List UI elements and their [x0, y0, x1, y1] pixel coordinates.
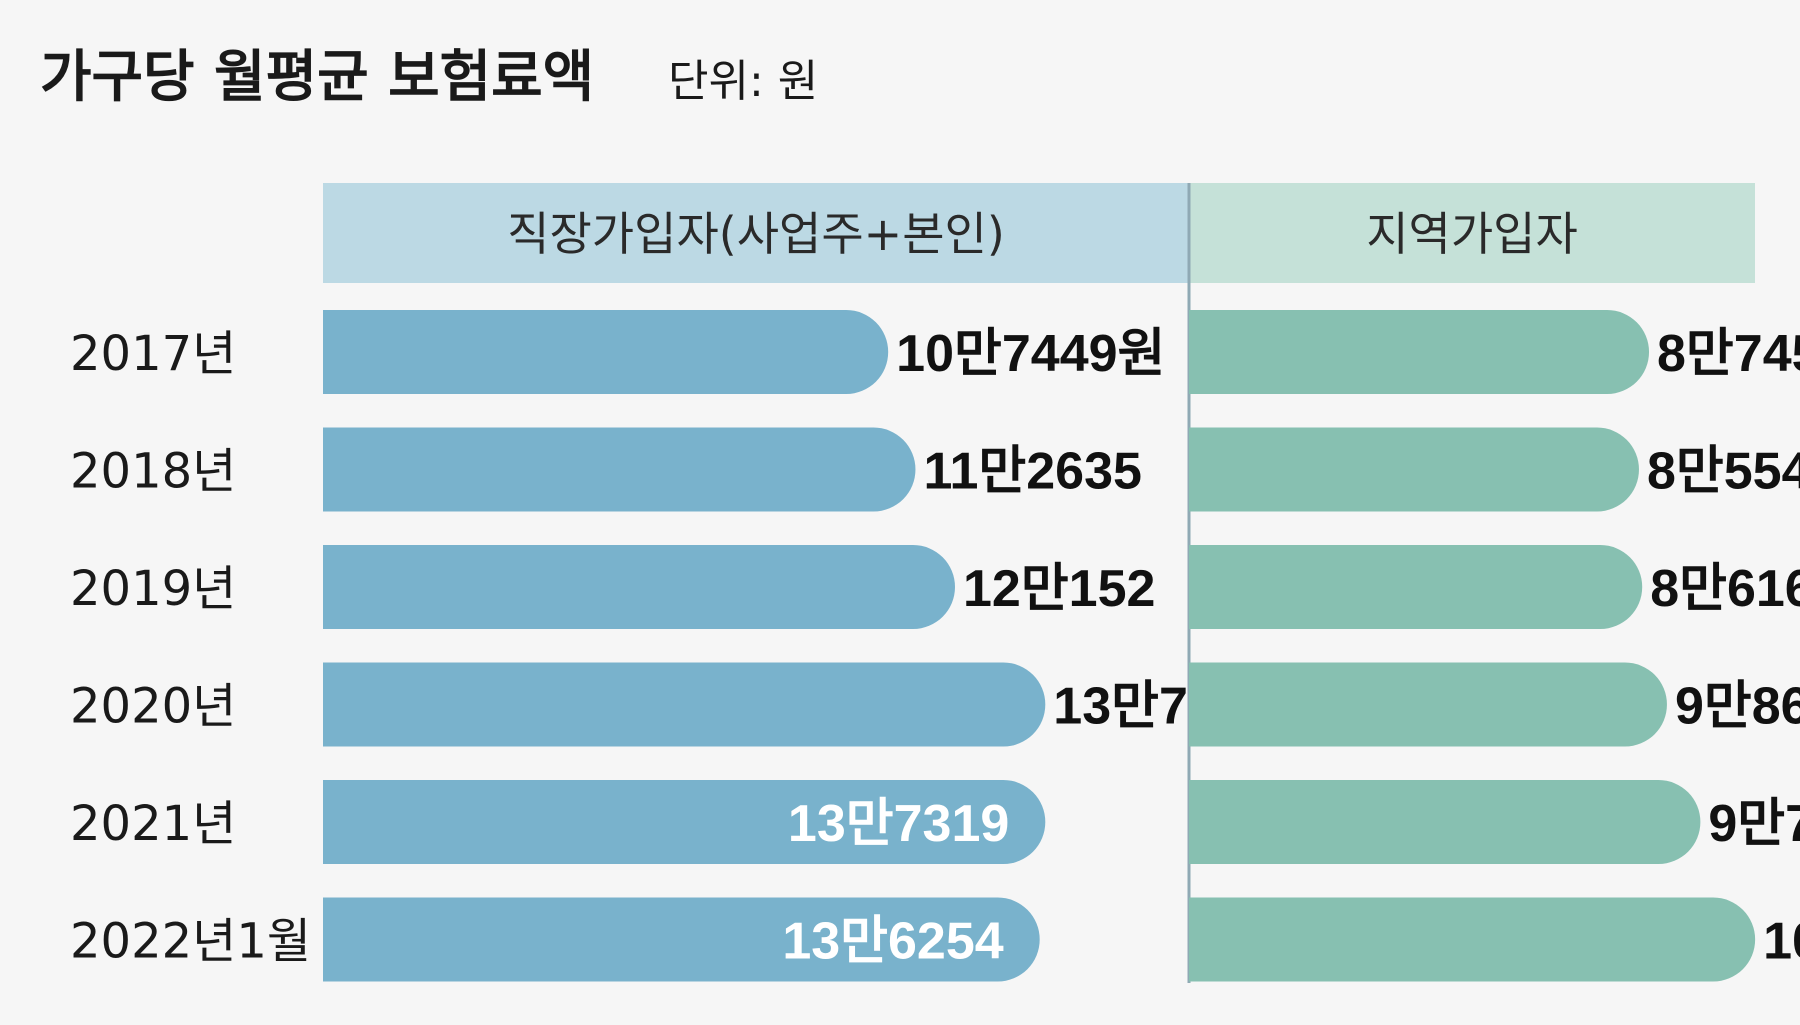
employee-bar	[323, 780, 1046, 864]
chart-title: 가구당 월평균 보험료액	[40, 45, 594, 110]
regional-column-header	[1189, 183, 1755, 283]
regional-bar	[1189, 662, 1667, 747]
regional-value-label: 10만7630	[1763, 913, 1800, 971]
employee-bar	[323, 897, 1040, 982]
regional-value-label: 8만7458원	[1657, 325, 1800, 383]
regional-bar	[1189, 310, 1650, 394]
employee-value-label: 10만7449원	[896, 325, 1165, 383]
regional-value-label: 8만6160	[1650, 560, 1800, 618]
category-label: 2022년1월	[70, 914, 311, 970]
employee-series-name: 직장가입자(사업주+본인)	[507, 207, 1005, 261]
employee-value-label: 12만152	[963, 560, 1155, 618]
regional-bar	[1189, 545, 1643, 629]
employee-column-header	[323, 183, 1189, 283]
category-label: 2018년	[70, 444, 236, 500]
employee-bar	[323, 545, 955, 629]
regional-bar	[1189, 897, 1756, 982]
employee-value-label: 13만7319	[788, 795, 1009, 853]
category-label: 2021년	[70, 796, 236, 852]
employee-bar	[323, 427, 916, 512]
regional-bar	[1189, 780, 1701, 864]
regional-value-label: 9만7221	[1708, 795, 1800, 853]
employee-value-label: 11만2635	[923, 443, 1142, 501]
unit-label: 단위: 원	[668, 56, 818, 107]
regional-series-name: 지역가입자	[1366, 207, 1578, 261]
regional-bar	[1189, 427, 1639, 512]
employee-bar	[323, 310, 889, 394]
category-label: 2020년	[70, 679, 236, 735]
category-label: 2017년	[70, 326, 236, 382]
employee-bar	[323, 662, 1046, 747]
employee-value-label: 13만6254	[782, 913, 1003, 971]
regional-value-label: 9만864	[1675, 678, 1800, 736]
regional-value-label: 8만5546	[1647, 443, 1800, 501]
category-label: 2019년	[70, 561, 236, 617]
